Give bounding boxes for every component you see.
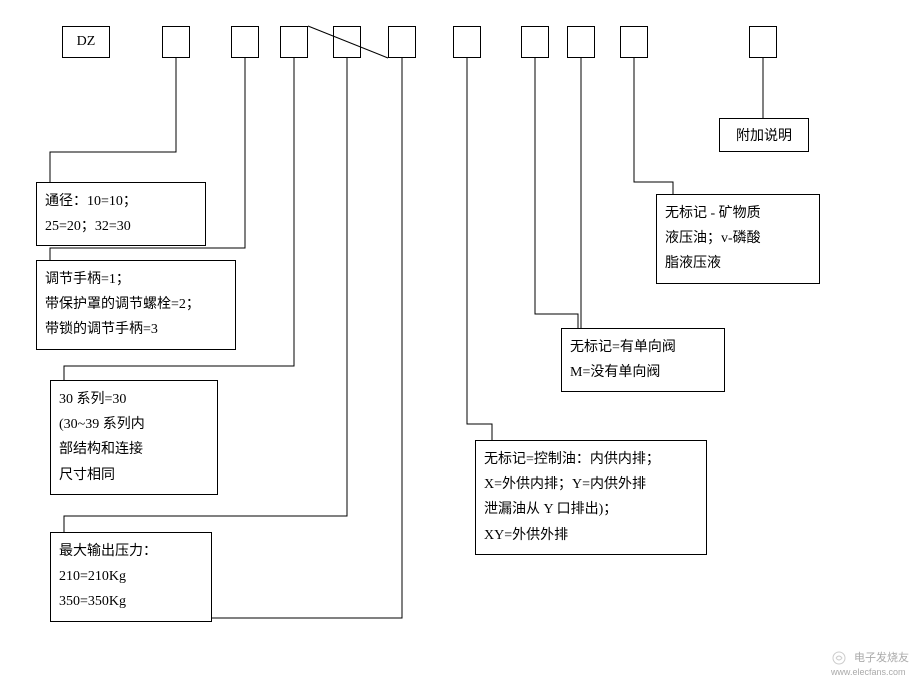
- connector: [634, 58, 673, 194]
- desc-box-diameter: 通径：10=10； 25=20；32=30: [36, 182, 206, 246]
- desc-line: 350=350Kg: [59, 589, 203, 614]
- code-box-2: [231, 26, 259, 58]
- logo-icon: [831, 650, 847, 666]
- desc-line: 部结构和连接: [59, 437, 209, 462]
- code-label: DZ: [77, 34, 96, 50]
- desc-box-fluid: 无标记 - 矿物质 液压油；v-磷酸 脂液压液: [656, 194, 820, 284]
- desc-line: 最大输出压力：: [59, 539, 203, 564]
- connector: [50, 58, 176, 182]
- desc-line: X=外供内排；Y=内供外排: [484, 472, 698, 497]
- desc-line: 液压油；v-磷酸: [665, 226, 811, 251]
- desc-line: 30 系列=30: [59, 387, 209, 412]
- desc-line: 脂液压液: [665, 251, 811, 276]
- connector: [212, 58, 402, 618]
- desc-line: M=没有单向阀: [570, 360, 716, 385]
- code-box-3: [280, 26, 308, 58]
- desc-line: 25=20；32=30: [45, 214, 197, 239]
- code-box-9: [620, 26, 648, 58]
- desc-line: 泄漏油从 Y 口排出)；: [484, 497, 698, 522]
- watermark-text: 电子发烧友: [854, 652, 909, 664]
- desc-line: 无标记=有单向阀: [570, 335, 716, 360]
- connector: [467, 58, 492, 440]
- desc-box-handle: 调节手柄=1； 带保护罩的调节螺栓=2； 带锁的调节手柄=3: [36, 260, 236, 350]
- desc-line: 通径：10=10；: [45, 189, 197, 214]
- desc-line: (30~39 系列内: [59, 412, 209, 437]
- aux-label-box: 附加说明: [719, 118, 809, 152]
- watermark: 电子发烧友 www.elecfans.com: [831, 649, 909, 678]
- desc-line: 210=210Kg: [59, 564, 203, 589]
- desc-box-control-oil: 无标记=控制油：内供内排； X=外供内排；Y=内供外排 泄漏油从 Y 口排出)；…: [475, 440, 707, 555]
- code-box-8: [567, 26, 595, 58]
- code-box-10: [749, 26, 777, 58]
- code-box-7: [521, 26, 549, 58]
- desc-line: 带保护罩的调节螺栓=2；: [45, 292, 227, 317]
- desc-line: 带锁的调节手柄=3: [45, 317, 227, 342]
- watermark-url: www.elecfans.com: [831, 667, 906, 677]
- desc-box-pressure: 最大输出压力： 210=210Kg 350=350Kg: [50, 532, 212, 622]
- desc-line: 无标记=控制油：内供内排；: [484, 447, 698, 472]
- code-box-1: [162, 26, 190, 58]
- desc-box-series: 30 系列=30 (30~39 系列内 部结构和连接 尺寸相同: [50, 380, 218, 495]
- desc-line: 无标记 - 矿物质: [665, 201, 811, 226]
- code-box-5: [388, 26, 416, 58]
- aux-label: 附加说明: [736, 125, 792, 145]
- code-box-6: [453, 26, 481, 58]
- code-box-4: [333, 26, 361, 58]
- desc-line: 调节手柄=1；: [45, 267, 227, 292]
- connector: [535, 58, 578, 328]
- code-box-dz: DZ: [62, 26, 110, 58]
- desc-box-check-valve: 无标记=有单向阀 M=没有单向阀: [561, 328, 725, 392]
- desc-line: 尺寸相同: [59, 463, 209, 488]
- desc-line: XY=外供外排: [484, 523, 698, 548]
